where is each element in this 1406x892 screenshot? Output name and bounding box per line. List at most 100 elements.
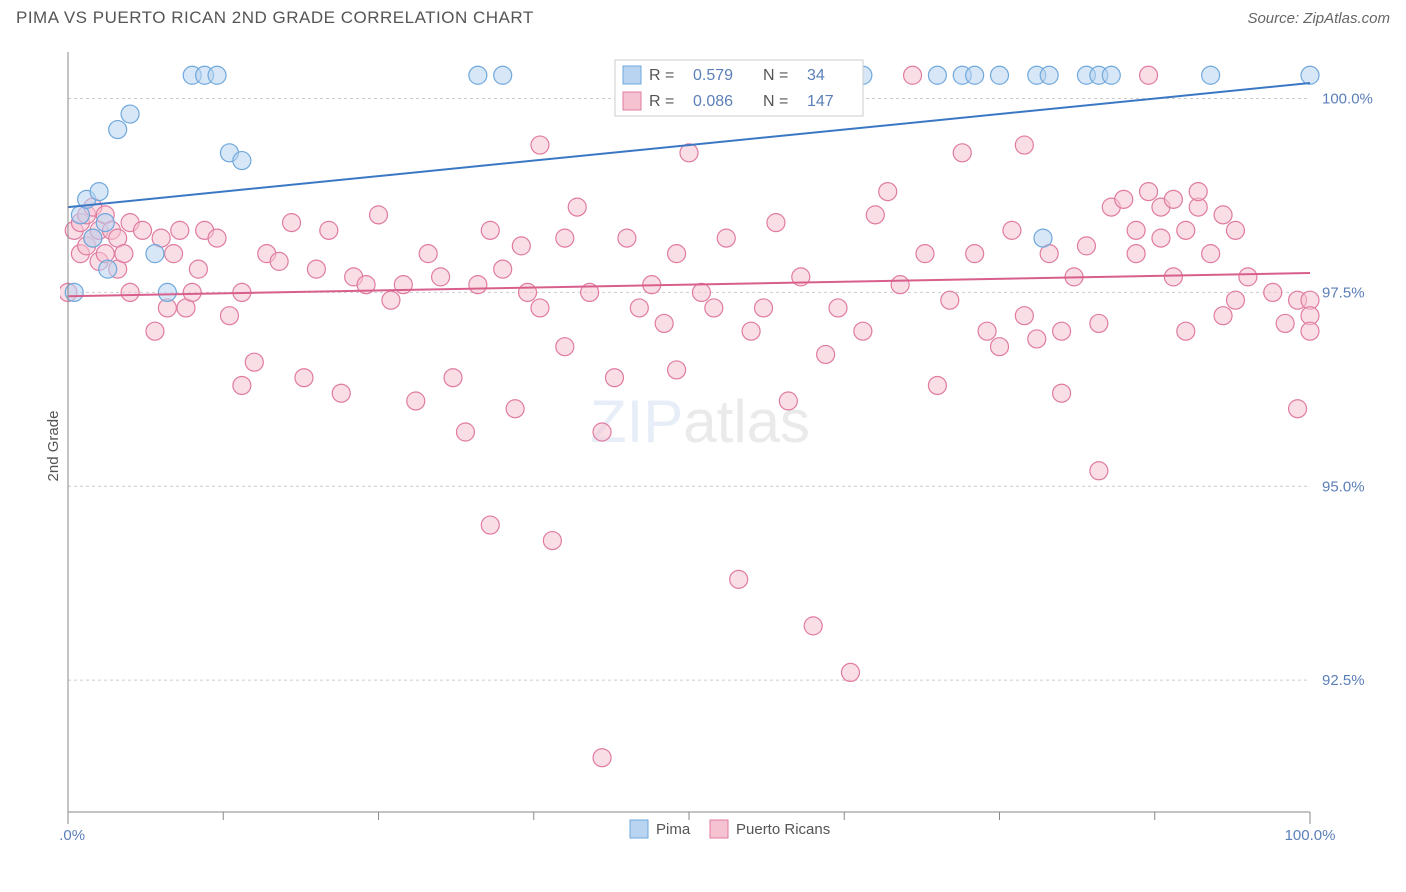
data-point — [233, 152, 251, 170]
data-point — [817, 345, 835, 363]
data-point — [456, 423, 474, 441]
data-point — [1177, 322, 1195, 340]
data-point — [1053, 322, 1071, 340]
data-point — [916, 245, 934, 263]
data-point — [841, 663, 859, 681]
data-point — [115, 245, 133, 263]
legend-label: Puerto Ricans — [736, 821, 830, 838]
data-point — [618, 229, 636, 247]
data-point — [668, 245, 686, 263]
data-point — [1003, 221, 1021, 239]
data-point — [854, 322, 872, 340]
data-point — [1015, 307, 1033, 325]
data-point — [1214, 206, 1232, 224]
data-point — [904, 66, 922, 84]
data-point — [879, 183, 897, 201]
data-point — [208, 229, 226, 247]
data-point — [755, 299, 773, 317]
data-point — [220, 307, 238, 325]
data-point — [1226, 221, 1244, 239]
stats-r-value: 0.579 — [693, 67, 733, 84]
data-point — [593, 423, 611, 441]
stats-swatch — [623, 66, 641, 84]
data-point — [494, 260, 512, 278]
data-point — [742, 322, 760, 340]
data-point — [1015, 136, 1033, 154]
data-point — [531, 136, 549, 154]
data-point — [1040, 66, 1058, 84]
legend-label: Pima — [656, 821, 691, 838]
data-point — [1028, 330, 1046, 348]
data-point — [1264, 283, 1282, 301]
data-point — [481, 516, 499, 534]
data-point — [165, 245, 183, 263]
data-point — [1127, 221, 1145, 239]
correlation-scatter-chart: 92.5%95.0%97.5%100.0%ZIPatlas0.0%100.0%R… — [60, 42, 1390, 842]
data-point — [506, 400, 524, 418]
data-point — [1164, 190, 1182, 208]
chart-source: Source: ZipAtlas.com — [1247, 10, 1390, 27]
data-point — [1102, 66, 1120, 84]
stats-label: N = — [763, 67, 788, 84]
data-point — [779, 392, 797, 410]
data-point — [1140, 183, 1158, 201]
data-point — [1115, 190, 1133, 208]
data-point — [730, 570, 748, 588]
y-tick-label: 92.5% — [1322, 672, 1365, 689]
stats-label: N = — [763, 93, 788, 110]
stats-label: R = — [649, 93, 674, 110]
data-point — [1239, 268, 1257, 286]
data-point — [1202, 66, 1220, 84]
data-point — [407, 392, 425, 410]
data-point — [991, 66, 1009, 84]
data-point — [556, 229, 574, 247]
data-point — [1152, 229, 1170, 247]
data-point — [419, 245, 437, 263]
data-point — [605, 369, 623, 387]
data-point — [941, 291, 959, 309]
data-point — [928, 66, 946, 84]
data-point — [1177, 221, 1195, 239]
chart-container: 92.5%95.0%97.5%100.0%ZIPatlas0.0%100.0%R… — [60, 42, 1390, 842]
data-point — [1164, 268, 1182, 286]
data-point — [991, 338, 1009, 356]
data-point — [146, 322, 164, 340]
data-point — [953, 144, 971, 162]
stats-n-value: 147 — [807, 93, 834, 110]
legend-swatch — [630, 820, 648, 838]
data-point — [109, 121, 127, 139]
data-point — [432, 268, 450, 286]
data-point — [233, 376, 251, 394]
data-point — [90, 183, 108, 201]
data-point — [134, 221, 152, 239]
data-point — [668, 361, 686, 379]
stats-n-value: 34 — [807, 67, 825, 84]
data-point — [1289, 400, 1307, 418]
data-point — [866, 206, 884, 224]
data-point — [208, 66, 226, 84]
data-point — [469, 66, 487, 84]
y-tick-label: 100.0% — [1322, 91, 1373, 108]
data-point — [96, 214, 114, 232]
data-point — [183, 283, 201, 301]
data-point — [1090, 462, 1108, 480]
data-point — [1077, 237, 1095, 255]
data-point — [171, 221, 189, 239]
data-point — [1301, 322, 1319, 340]
data-point — [1053, 384, 1071, 402]
data-point — [189, 260, 207, 278]
data-point — [444, 369, 462, 387]
data-point — [1276, 314, 1294, 332]
data-point — [543, 532, 561, 550]
data-point — [512, 237, 530, 255]
stats-swatch — [623, 92, 641, 110]
data-point — [804, 617, 822, 635]
chart-title: PIMA VS PUERTO RICAN 2ND GRADE CORRELATI… — [16, 8, 534, 28]
data-point — [370, 206, 388, 224]
data-point — [1202, 245, 1220, 263]
data-point — [121, 105, 139, 123]
legend-swatch — [710, 820, 728, 838]
data-point — [481, 221, 499, 239]
data-point — [891, 276, 909, 294]
data-point — [158, 283, 176, 301]
